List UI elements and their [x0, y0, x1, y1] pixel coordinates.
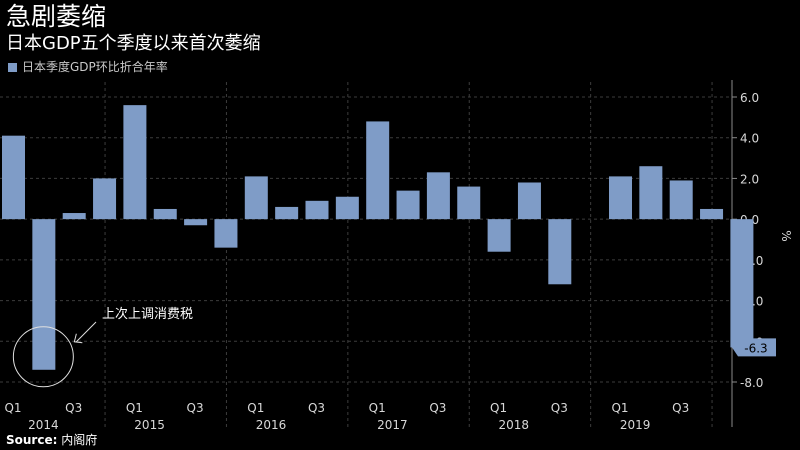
source-value: 内阁府: [61, 433, 98, 447]
bar: [275, 206, 299, 220]
bar: [305, 200, 329, 220]
latest-value-label: -6.3: [732, 338, 776, 357]
annotation-circle: [12, 326, 74, 388]
bar: [548, 219, 572, 285]
annotation-arrow: [75, 321, 97, 343]
bar: [609, 176, 632, 220]
bar: [426, 172, 450, 220]
bar: [487, 219, 511, 252]
x-tick-label: Q1: [611, 401, 628, 415]
y-tick-label: -8.0: [740, 376, 763, 390]
y-tick-label: 4.0: [740, 132, 759, 146]
bar: [335, 196, 359, 220]
annotation-arrowhead: [73, 333, 83, 344]
chart-title: 急剧萎缩: [6, 2, 107, 31]
x-tick-label: Q3: [429, 401, 446, 415]
bar: [457, 186, 481, 220]
source-note: Source: 内阁府: [6, 433, 97, 447]
bar: [669, 180, 693, 220]
x-year-label: 2015: [134, 418, 165, 432]
bar: [214, 219, 238, 248]
latest-value-text: -6.3: [744, 341, 767, 355]
bar: [639, 166, 663, 220]
latest-value-box: [732, 338, 776, 357]
y-axis-label: %: [779, 230, 793, 241]
x-tick-label: Q3: [65, 401, 82, 415]
source-label: Source:: [6, 433, 58, 447]
x-tick-label: Q1: [4, 401, 21, 415]
bar: [2, 135, 25, 220]
x-tick-label: Q1: [247, 401, 264, 415]
legend-label: 日本季度GDP环比折合年率: [22, 60, 168, 74]
bar: [730, 219, 754, 348]
x-tick-label: Q3: [672, 401, 689, 415]
x-tick-label: Q1: [369, 401, 386, 415]
y-tick-label: 6.0: [740, 91, 759, 105]
bar: [93, 178, 117, 220]
bar: [517, 182, 541, 220]
bar: [153, 208, 177, 220]
bar: [244, 176, 268, 220]
bar: [700, 208, 724, 220]
legend-swatch: [8, 62, 17, 72]
x-tick-label: Q3: [308, 401, 325, 415]
x-year-label: 2019: [620, 418, 651, 432]
x-tick-label: Q1: [490, 401, 507, 415]
chart-subtitle: 日本GDP五个季度以来首次萎缩: [6, 33, 261, 54]
x-year-label: 2018: [499, 418, 530, 432]
x-tick-label: Q3: [551, 401, 568, 415]
bar: [366, 121, 390, 220]
bar: [123, 105, 147, 220]
x-year-label: 2017: [377, 418, 408, 432]
x-tick-label: Q3: [187, 401, 204, 415]
bar: [32, 219, 56, 370]
x-tick-label: Q1: [126, 401, 143, 415]
x-year-label: 2014: [28, 418, 59, 432]
annotation-text: 上次上调消费税: [102, 306, 193, 322]
legend: 日本季度GDP环比折合年率: [8, 60, 168, 74]
bar: [396, 190, 420, 220]
y-tick-label: 2.0: [740, 172, 759, 186]
bar: [62, 213, 86, 220]
x-year-label: 2016: [256, 418, 287, 432]
bar: [184, 219, 208, 226]
